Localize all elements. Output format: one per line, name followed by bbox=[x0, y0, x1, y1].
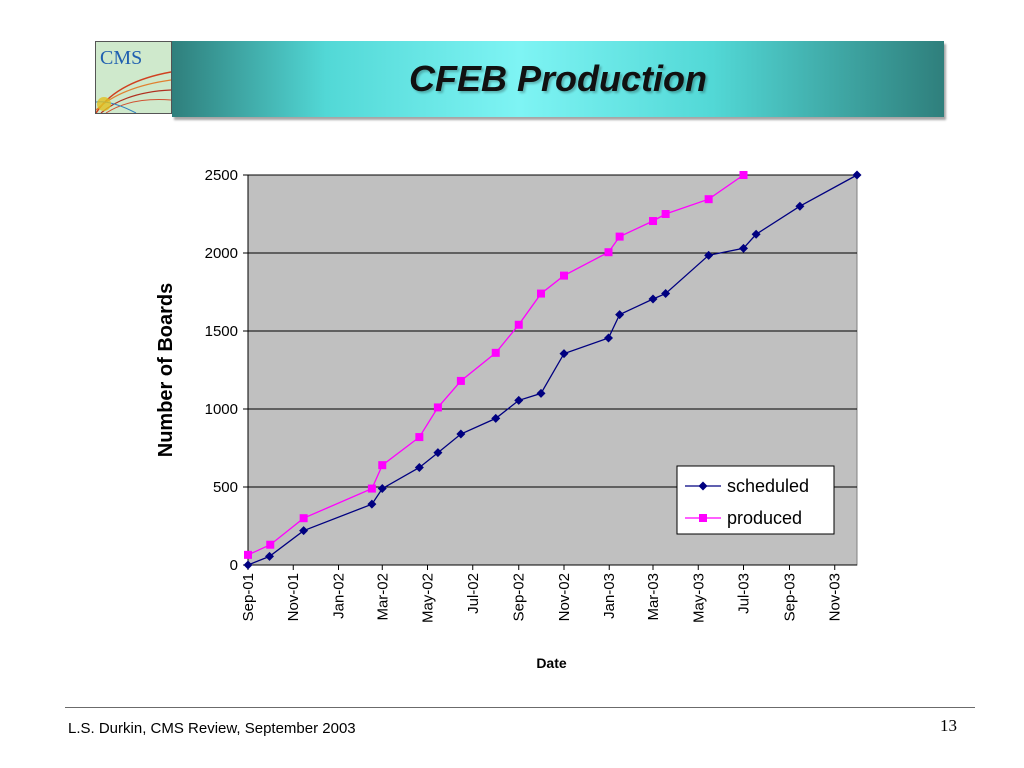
production-chart: 0 500 1000 1500 2000 2500 Sep-01 Nov-01 Jan-02 Ma… bbox=[155, 167, 862, 671]
data-point-scheduled bbox=[615, 310, 625, 320]
data-point-produced bbox=[615, 232, 624, 241]
data-point-produced bbox=[491, 348, 500, 357]
data-point-scheduled bbox=[739, 243, 749, 253]
y-tick-label: 1500 bbox=[205, 323, 238, 340]
data-point-produced bbox=[649, 217, 658, 226]
y-tick-label: 500 bbox=[213, 479, 238, 496]
y-tick-label: 0 bbox=[230, 557, 238, 574]
cms-logo: CMS bbox=[95, 41, 172, 114]
data-point-produced bbox=[514, 320, 523, 329]
data-point-scheduled bbox=[852, 170, 862, 180]
data-point-produced bbox=[559, 271, 568, 280]
data-point-scheduled bbox=[751, 229, 761, 239]
data-point-produced bbox=[378, 461, 387, 470]
data-point-scheduled bbox=[536, 388, 546, 398]
title-bar: CFEB Production bbox=[172, 41, 944, 117]
data-point-scheduled bbox=[648, 294, 658, 304]
data-point-scheduled bbox=[514, 395, 524, 405]
data-point-produced bbox=[244, 550, 252, 559]
legend-box bbox=[676, 465, 835, 535]
data-point-scheduled bbox=[661, 289, 671, 299]
x-tick-label: Mar-03 bbox=[645, 573, 662, 621]
x-tick-label: May-03 bbox=[690, 573, 707, 623]
data-point-scheduled bbox=[795, 201, 805, 211]
data-point-scheduled bbox=[243, 560, 253, 570]
y-axis-title: Number of Boards bbox=[155, 283, 177, 457]
y-tick-label: 1000 bbox=[205, 401, 238, 418]
x-axis-title: Date bbox=[536, 655, 567, 671]
legend-marker-scheduled bbox=[698, 481, 708, 491]
x-tick-label: Jan-03 bbox=[601, 573, 618, 619]
x-tick-label: May-02 bbox=[420, 573, 437, 623]
x-tick-label: Sep-01 bbox=[240, 573, 257, 621]
y-tick-label: 2000 bbox=[205, 245, 238, 262]
data-point-produced bbox=[367, 484, 376, 493]
data-point-scheduled bbox=[377, 484, 387, 494]
x-tick-label: Nov-03 bbox=[827, 573, 844, 621]
x-tick-label: Nov-01 bbox=[285, 573, 302, 621]
data-point-produced bbox=[456, 376, 465, 385]
data-point-produced bbox=[537, 289, 546, 298]
data-point-produced bbox=[299, 514, 308, 523]
page-number: 13 bbox=[940, 716, 957, 735]
legend-label-scheduled: scheduled bbox=[727, 476, 809, 496]
legend-marker-produced bbox=[699, 514, 707, 522]
data-point-scheduled bbox=[299, 526, 309, 536]
x-tick-label: Jan-02 bbox=[330, 573, 347, 619]
data-point-scheduled bbox=[704, 250, 714, 260]
x-tick-label: Sep-02 bbox=[511, 573, 528, 621]
x-tick-label: Sep-03 bbox=[781, 573, 798, 621]
data-point-produced bbox=[704, 195, 713, 204]
x-tick-label: Jul-02 bbox=[465, 573, 482, 614]
footer-text: L.S. Durkin, CMS Review, September 2003 bbox=[68, 720, 356, 737]
x-tick-label: Jul-03 bbox=[736, 573, 753, 614]
x-tick-label: Nov-02 bbox=[556, 573, 573, 621]
data-point-scheduled bbox=[456, 429, 466, 439]
data-point-scheduled bbox=[433, 448, 443, 458]
cms-logo-graphic: CMS bbox=[96, 42, 171, 113]
page-title: CFEB Production bbox=[409, 58, 707, 99]
data-point-produced bbox=[266, 540, 275, 549]
data-point-scheduled bbox=[604, 333, 614, 343]
data-point-scheduled bbox=[414, 463, 424, 472]
data-point-scheduled bbox=[367, 499, 377, 509]
data-point-produced bbox=[739, 171, 748, 179]
data-point-produced bbox=[604, 248, 613, 257]
footer-divider bbox=[65, 707, 975, 708]
data-point-produced bbox=[433, 403, 442, 412]
legend-label-produced: produced bbox=[727, 508, 802, 528]
data-point-scheduled bbox=[491, 413, 501, 423]
data-point-produced bbox=[661, 210, 670, 218]
logo-lettering: CMS bbox=[100, 47, 142, 69]
data-point-scheduled bbox=[559, 349, 569, 359]
data-point-produced bbox=[415, 433, 424, 442]
x-tick-label: Mar-02 bbox=[374, 573, 391, 621]
data-point-scheduled bbox=[265, 551, 275, 561]
y-tick-label: 2500 bbox=[205, 167, 238, 184]
